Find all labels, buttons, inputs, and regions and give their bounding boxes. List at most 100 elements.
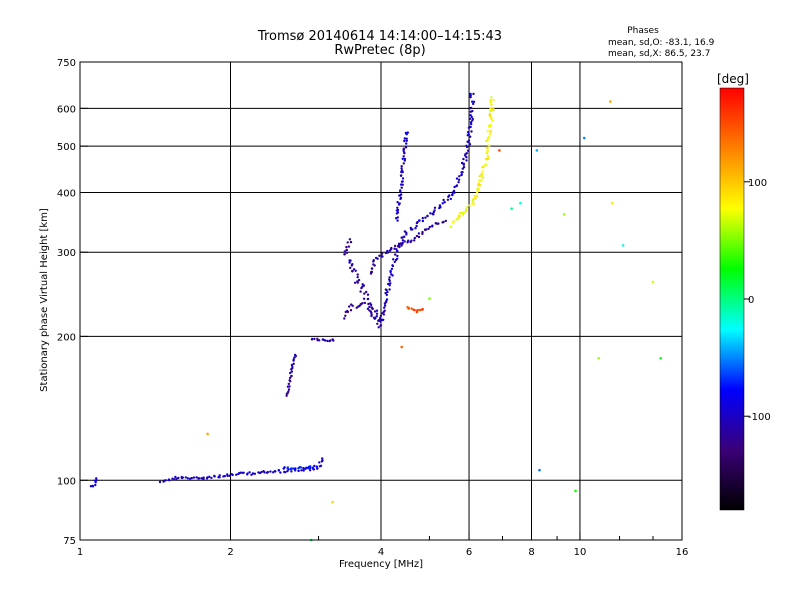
data-point [395, 248, 398, 251]
x-tick-label: 4 [378, 547, 384, 558]
data-point [356, 273, 359, 276]
data-point [351, 270, 354, 273]
data-point [290, 363, 294, 367]
data-point [350, 303, 353, 306]
data-point [315, 465, 318, 468]
data-point [290, 374, 293, 378]
data-point [405, 137, 408, 140]
data-point [457, 181, 460, 184]
data-point [173, 478, 176, 481]
data-point [390, 273, 393, 276]
data-point [312, 468, 316, 471]
data-point [519, 201, 522, 205]
data-point [311, 466, 314, 469]
data-point [597, 356, 600, 360]
data-point [348, 305, 351, 308]
data-point [385, 293, 388, 297]
data-point [459, 211, 462, 215]
data-point [448, 194, 451, 197]
data-point [481, 176, 485, 179]
data-point [218, 474, 221, 477]
data-point [424, 216, 427, 219]
data-point [181, 476, 184, 479]
data-point [167, 478, 171, 481]
x-tick-label: 8 [528, 547, 534, 558]
data-point [453, 185, 456, 189]
data-point [356, 280, 359, 283]
data-point [174, 475, 177, 479]
phases-x-line: mean, sd,X: 86.5, 23.7 [608, 49, 710, 59]
data-point [318, 461, 321, 464]
data-point [293, 356, 296, 359]
data-point [470, 115, 473, 119]
data-point [437, 222, 440, 225]
data-point [389, 248, 393, 251]
data-point [378, 319, 382, 322]
data-point [535, 149, 539, 152]
data-point [452, 220, 455, 223]
data-point [383, 306, 386, 309]
data-point [486, 130, 489, 133]
data-point [458, 215, 461, 218]
data-point [433, 206, 437, 209]
data-point [391, 264, 394, 267]
data-point [428, 225, 432, 229]
data-point [208, 475, 211, 478]
data-point [426, 214, 429, 218]
data-point [397, 242, 401, 245]
data-point [388, 276, 391, 279]
data-point [386, 290, 389, 294]
data-point [443, 201, 446, 204]
data-point [608, 100, 612, 103]
data-point [425, 228, 428, 231]
data-point [91, 484, 94, 488]
data-point [396, 211, 400, 214]
data-point [206, 432, 209, 436]
data-point [610, 201, 614, 205]
data-point [390, 267, 394, 271]
data-point [190, 476, 193, 480]
data-point [455, 218, 459, 221]
data-point [449, 225, 452, 228]
data-point [291, 365, 294, 369]
data-point [398, 194, 401, 197]
data-point [398, 202, 401, 205]
data-point [380, 252, 384, 255]
data-points [89, 92, 662, 542]
data-point [373, 310, 377, 313]
data-point [269, 470, 272, 473]
data-point [413, 236, 416, 240]
colorbar [719, 87, 745, 511]
data-point [510, 207, 513, 210]
data-point [253, 472, 257, 475]
data-point [302, 466, 305, 470]
data-point [346, 241, 349, 244]
data-point [477, 182, 480, 185]
data-point [470, 130, 473, 133]
data-point [370, 267, 374, 270]
data-point [94, 483, 97, 487]
data-point [405, 142, 408, 145]
data-point [487, 136, 490, 139]
data-point [290, 467, 293, 470]
data-point [414, 227, 417, 230]
data-point [574, 489, 577, 493]
data-point [332, 339, 335, 342]
phases-title: Phases [627, 26, 659, 36]
data-point [383, 304, 387, 307]
data-point [195, 476, 198, 479]
data-point [462, 166, 466, 169]
data-point [277, 469, 281, 472]
data-point [489, 109, 492, 113]
data-point [184, 476, 187, 479]
data-point [288, 376, 292, 380]
data-point [417, 232, 421, 235]
data-point [469, 121, 473, 124]
data-point [274, 470, 277, 473]
data-point [393, 244, 397, 248]
data-point [388, 288, 391, 291]
data-point [410, 239, 413, 242]
data-point [466, 206, 469, 209]
chart-subtitle: RwPretec (8p) [334, 43, 425, 58]
data-point [441, 202, 444, 205]
